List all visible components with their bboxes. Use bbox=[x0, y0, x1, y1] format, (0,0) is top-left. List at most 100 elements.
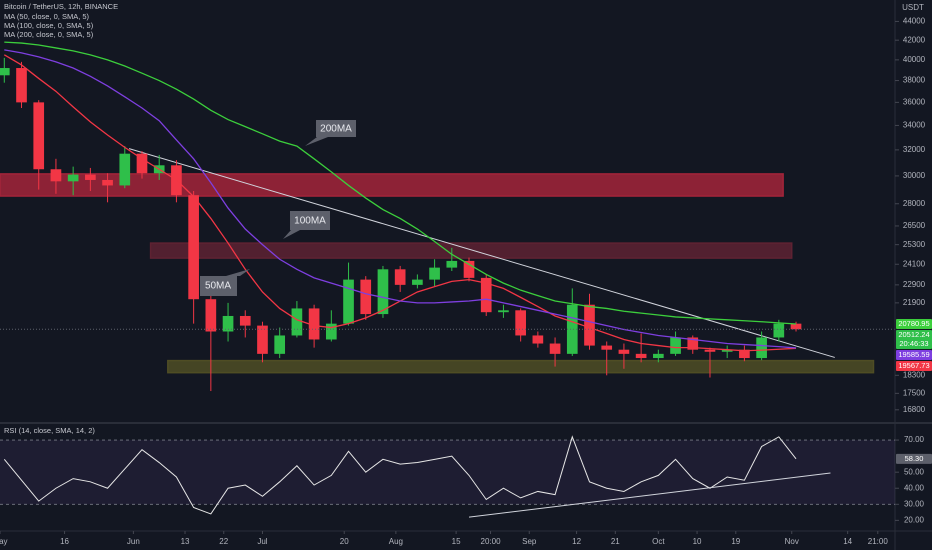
currency-label: USDT bbox=[902, 3, 924, 12]
price-tag bbox=[896, 350, 932, 361]
indicator-label: MA (100, close, 0, SMA, 5) bbox=[4, 21, 94, 30]
candle-body bbox=[653, 353, 664, 359]
candle-body bbox=[136, 153, 148, 174]
price-pane bbox=[0, 41, 895, 392]
candle-body bbox=[618, 349, 630, 354]
candle-body bbox=[532, 335, 544, 344]
x-tick-label: Jun bbox=[127, 537, 140, 546]
zone bbox=[149, 242, 793, 259]
candle-body bbox=[721, 349, 733, 352]
y-tick-label: 36000 bbox=[903, 97, 926, 106]
candle-body bbox=[67, 174, 79, 182]
rsi-value-tag bbox=[896, 453, 932, 464]
y-tick-label: 24100 bbox=[903, 259, 926, 268]
candle-body bbox=[687, 337, 699, 350]
candle-body bbox=[549, 343, 561, 354]
indicator-label: MA (50, close, 0, SMA, 5) bbox=[4, 12, 90, 21]
candle-body bbox=[756, 337, 767, 359]
y-tick-label: 40000 bbox=[903, 55, 926, 64]
x-tick-label: 14 bbox=[843, 537, 852, 546]
rsi-title: RSI (14, close, SMA, 14, 2) bbox=[4, 426, 95, 435]
rsi-y-tick-label: 70.00 bbox=[904, 435, 925, 444]
rsi-y-tick-label: 30.00 bbox=[904, 499, 925, 508]
candle-body bbox=[412, 279, 423, 285]
candle-body bbox=[50, 169, 62, 182]
zone bbox=[0, 173, 784, 197]
x-tick-label: 16 bbox=[60, 537, 69, 546]
y-tick-label: 21900 bbox=[903, 298, 926, 307]
candle-body bbox=[205, 299, 217, 332]
moving-average-line bbox=[4, 41, 797, 325]
rsi-line bbox=[3, 435, 797, 515]
zone bbox=[167, 359, 875, 374]
x-tick-label: 15 bbox=[452, 537, 461, 546]
rsi-y-tick-label: 20.00 bbox=[904, 515, 925, 524]
candle-body bbox=[773, 323, 785, 338]
countdown-label: 20:46:33 bbox=[899, 339, 928, 348]
candle-body bbox=[446, 260, 458, 268]
y-tick-label: 38000 bbox=[903, 76, 926, 85]
candle-body bbox=[739, 349, 750, 359]
candle-body bbox=[584, 304, 595, 346]
y-tick-label: 16800 bbox=[903, 405, 926, 414]
y-tick-label: 22900 bbox=[903, 280, 926, 289]
candle-body bbox=[515, 310, 526, 336]
y-tick-label: 25300 bbox=[903, 240, 926, 249]
x-tick-label: 10 bbox=[693, 537, 702, 546]
x-tick-label: 22 bbox=[219, 537, 228, 546]
indicator-label: MA (200, close, 0, SMA, 5) bbox=[4, 30, 94, 39]
candle-body bbox=[239, 315, 251, 326]
candle-body bbox=[566, 304, 578, 354]
candle-body bbox=[498, 310, 509, 313]
candle-body bbox=[480, 277, 492, 313]
candle-body bbox=[670, 337, 681, 354]
price-tag bbox=[896, 319, 932, 330]
axes: 44000 42000 40000 38000 36000 34000 32000 30000… bbox=[0, 17, 926, 546]
candle-body bbox=[394, 269, 406, 285]
candle-body bbox=[635, 353, 647, 359]
candle-body bbox=[308, 308, 320, 340]
candle-body bbox=[291, 308, 303, 336]
candle-body bbox=[325, 323, 337, 340]
candle-body bbox=[33, 102, 45, 170]
x-tick-label: 12 bbox=[572, 537, 581, 546]
price-tag bbox=[896, 361, 932, 372]
candle-body bbox=[85, 174, 96, 180]
candle-body bbox=[429, 267, 440, 280]
y-tick-label: 26500 bbox=[903, 221, 926, 230]
price-tag-label: 19585.59 bbox=[898, 350, 929, 359]
y-tick-label: 17500 bbox=[903, 388, 926, 397]
y-tick-label: 30000 bbox=[903, 171, 926, 180]
callout-box bbox=[305, 120, 356, 146]
x-tick-label: May bbox=[0, 537, 8, 546]
candle-body bbox=[188, 195, 199, 300]
zones bbox=[0, 173, 875, 374]
rsi-y-tick-label: 50.00 bbox=[904, 467, 925, 476]
callout-box bbox=[200, 269, 250, 296]
candle-body bbox=[274, 335, 286, 354]
x-tick-label: Aug bbox=[389, 537, 403, 546]
candle-body bbox=[601, 345, 613, 350]
candle-body bbox=[16, 68, 27, 103]
price-tag-label: 20512.24 bbox=[898, 330, 929, 339]
y-tick-label: 44000 bbox=[903, 17, 926, 26]
callout-label: 50MA bbox=[205, 281, 231, 292]
candle-body bbox=[790, 323, 802, 330]
candle-body bbox=[102, 179, 113, 186]
trendline bbox=[128, 148, 835, 358]
candle-body bbox=[257, 325, 268, 354]
x-tick-label: Sep bbox=[522, 537, 537, 546]
x-tick-label: 21:00 bbox=[868, 537, 889, 546]
x-tick-label: 20:00 bbox=[481, 537, 502, 546]
price-tag-label: 20780.95 bbox=[898, 319, 929, 328]
rsi-trendline bbox=[468, 472, 831, 518]
callouts: 200MA 100MA 50MA bbox=[200, 120, 356, 296]
rsi-band bbox=[0, 440, 895, 505]
x-tick-label: 21 bbox=[611, 537, 620, 546]
candle-body bbox=[377, 269, 389, 315]
price-tag bbox=[896, 330, 932, 350]
candle-body bbox=[0, 68, 10, 76]
